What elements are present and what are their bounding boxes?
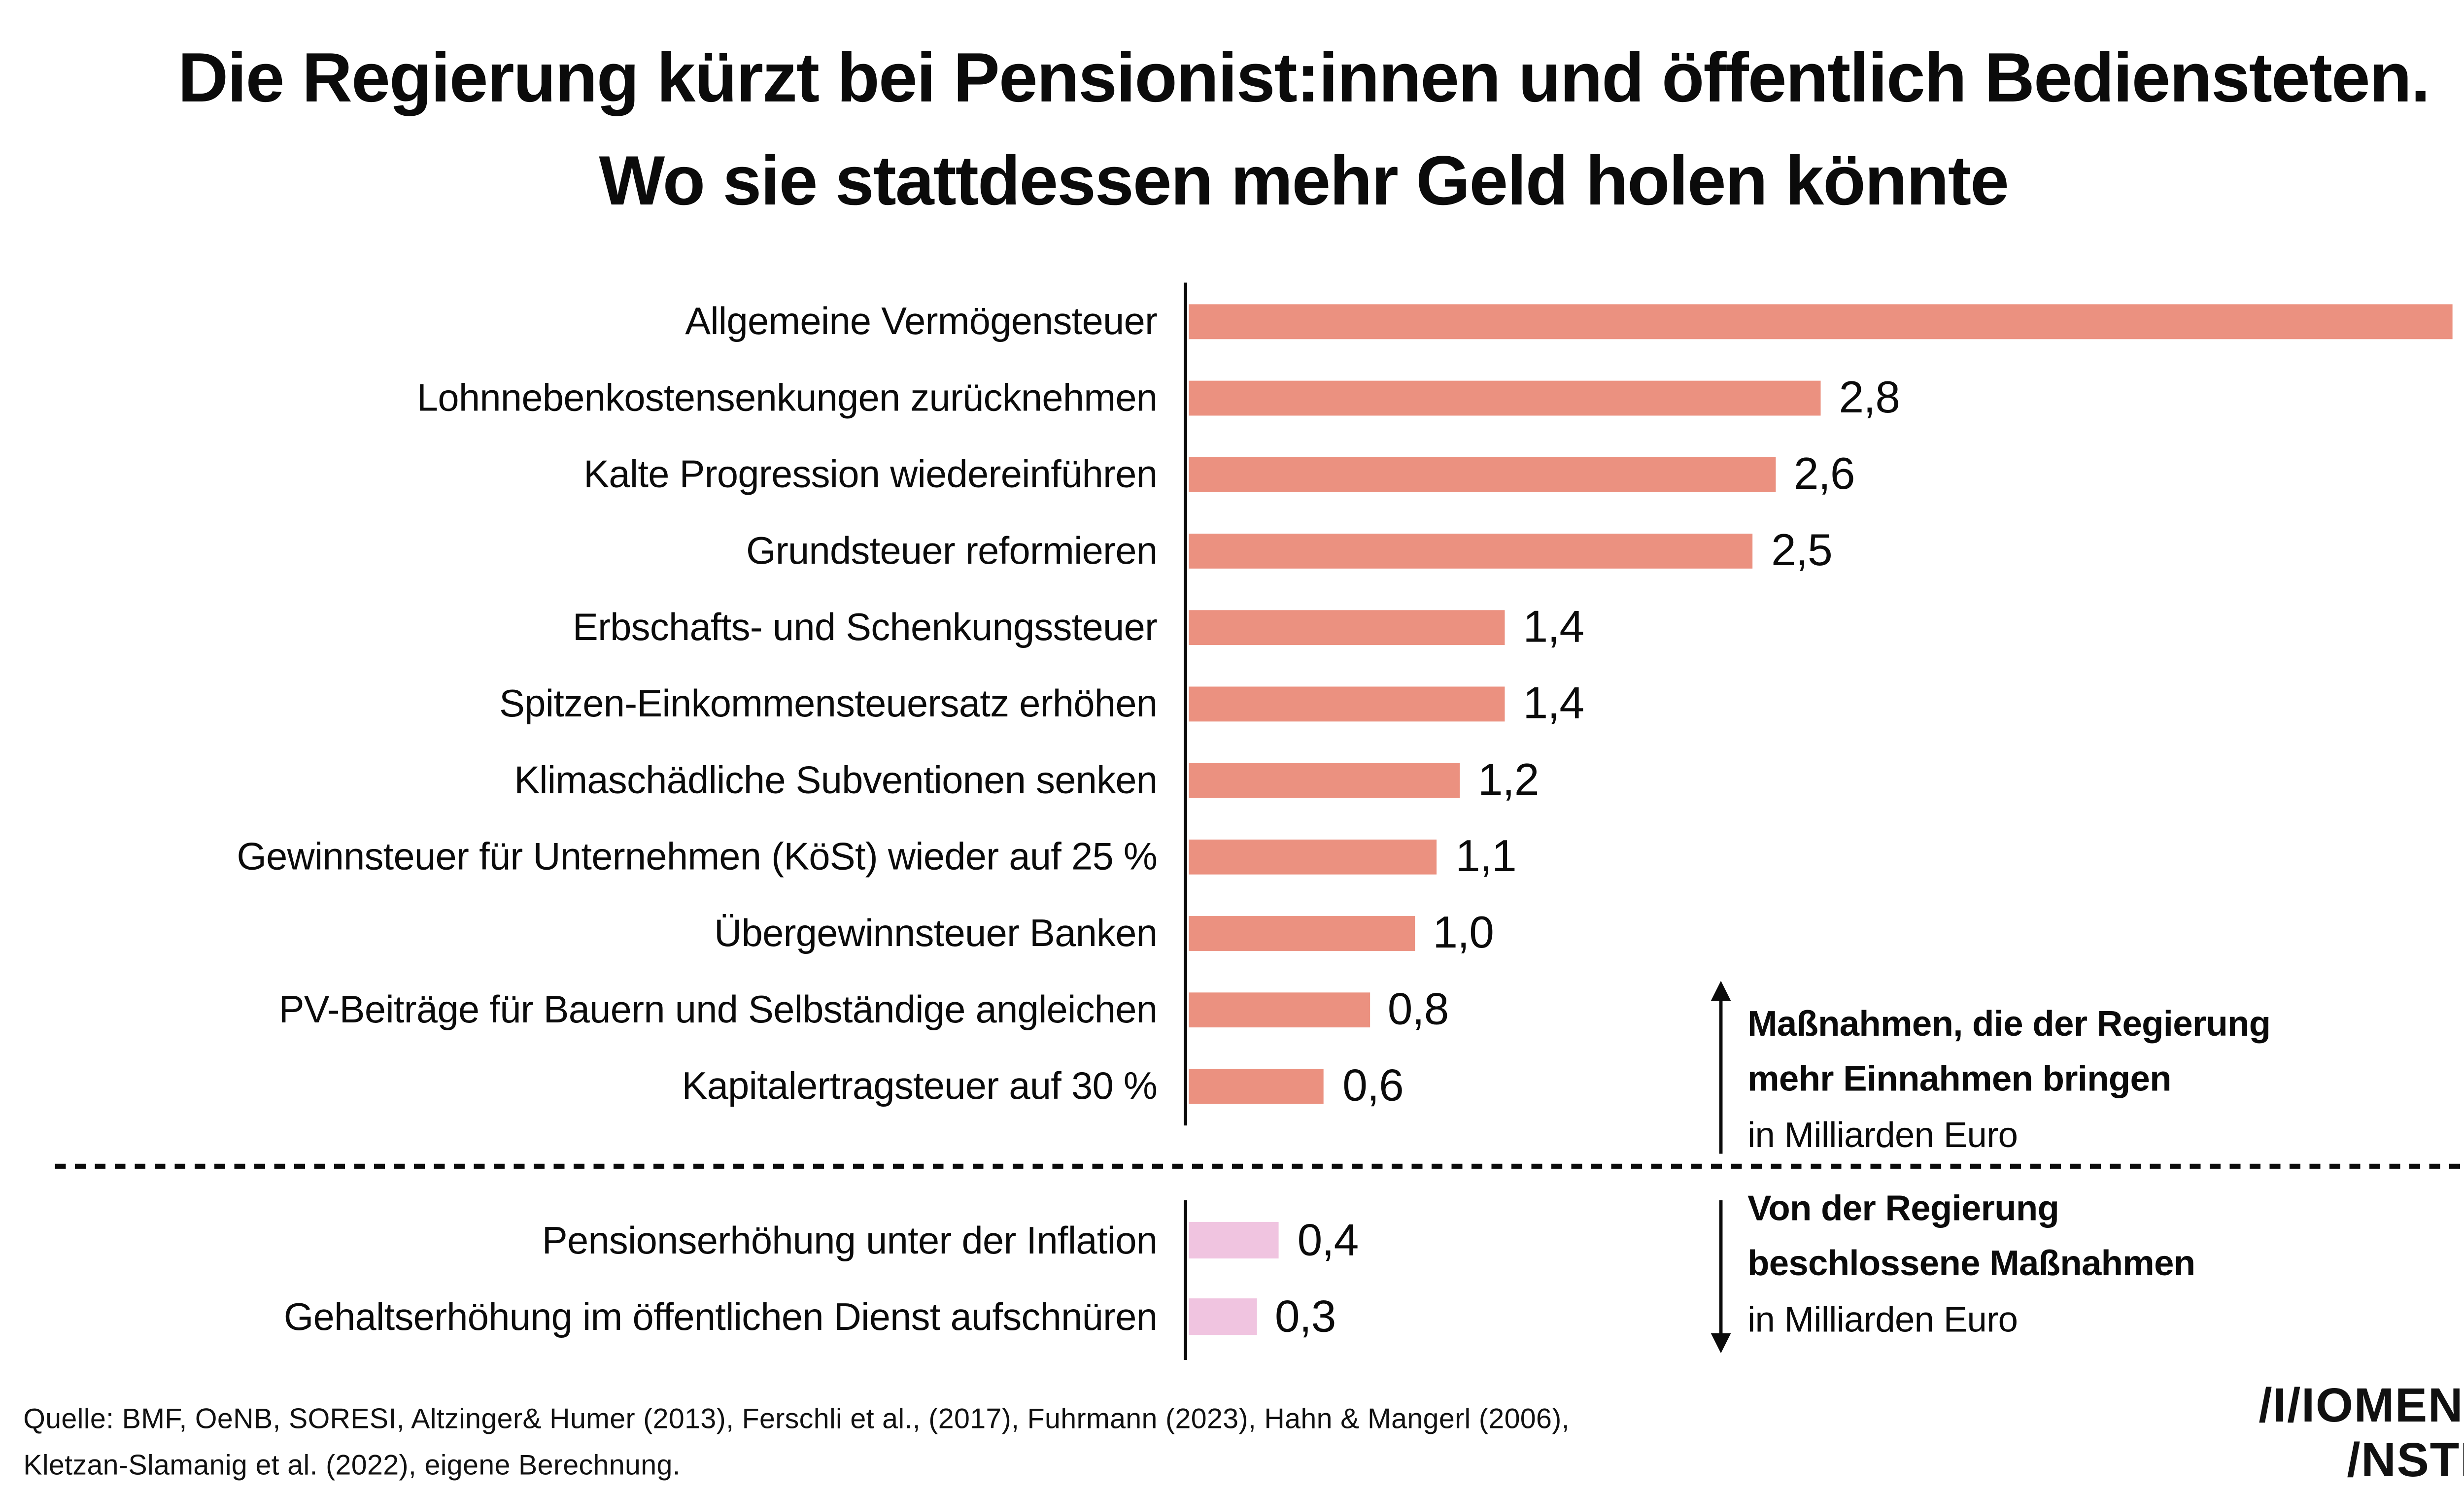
- bar: [1189, 992, 1369, 1028]
- annotation-decided: Von der Regierung beschlossene Maßnahmen…: [1747, 1182, 2195, 1348]
- bar: [1189, 1222, 1279, 1258]
- bar: [1189, 380, 1821, 416]
- bar: [1189, 304, 2453, 340]
- bar-category-label: PV-Beiträge für Bauern und Selbständige …: [278, 987, 1158, 1031]
- bar-row: Kalte Progression wiedereinführen 2,6: [0, 437, 2464, 513]
- bar-row: Allgemeine Vermögensteuer 5,6: [0, 283, 2464, 360]
- annotation-income-unit: in Milliarden Euro: [1747, 1115, 2018, 1155]
- annotation-income-line-2: mehr Einnahmen bringen: [1747, 1059, 2172, 1100]
- source-line-1: Quelle: BMF, OeNB, SORESI, Altzinger& Hu…: [23, 1403, 1570, 1435]
- momentum-institut-logo: /I/IOMENTUM /NSTITUT: [2259, 1380, 2464, 1488]
- bar-value-label: 1,4: [1523, 678, 1584, 728]
- bar: [1189, 762, 1460, 799]
- bar-value-label: 0,6: [1342, 1060, 1404, 1111]
- bar: [1189, 610, 1505, 645]
- lower-axis-line: [1184, 1200, 1188, 1360]
- bar-row: Grundsteuer reformieren 2,5: [0, 513, 2464, 589]
- source-line-2: Kletzan-Slamanig et al. (2022), eigene B…: [23, 1449, 681, 1481]
- bar-value-label: 0,4: [1297, 1214, 1359, 1264]
- bar-category-label: Kalte Progression wiedereinführen: [583, 452, 1158, 496]
- bar: [1189, 915, 1415, 951]
- bar-category-label: Übergewinnsteuer Banken: [714, 911, 1158, 954]
- source-note: Quelle: BMF, OeNB, SORESI, Altzinger& Hu…: [23, 1396, 1570, 1488]
- bar: [1189, 533, 1753, 569]
- bar-category-label: Pensionserhöhung unter der Inflation: [542, 1218, 1158, 1261]
- bar-category-label: Gewinnsteuer für Unternehmen (KöSt) wied…: [237, 834, 1158, 878]
- title-line-1: Die Regierung kürzt bei Pensionist:innen…: [177, 38, 2430, 117]
- annotation-decided-line-1: Von der Regierung: [1747, 1188, 2059, 1229]
- bar-value-label: 1,4: [1523, 602, 1584, 652]
- bar-value-label: 0,3: [1274, 1290, 1336, 1341]
- logo-line-1: /I/IOMENTUM: [2259, 1380, 2464, 1433]
- bar-category-label: Allgemeine Vermögensteuer: [685, 299, 1158, 343]
- bar-row: Lohnnebenkostensenkungen zurücknehmen 2,…: [0, 360, 2464, 436]
- annotation-income: Maßnahmen, die der Regierung mehr Einnah…: [1747, 997, 2271, 1163]
- bar: [1189, 839, 1437, 875]
- arrow-up-icon: [1711, 981, 1731, 1154]
- bar-row: Klimaschädliche Subventionen senken 1,2: [0, 742, 2464, 818]
- bar-value-label: 1,0: [1433, 908, 1494, 958]
- bar-row: Kapitalertragsteuer auf 30 % 0,6: [0, 1048, 2464, 1124]
- bar-row: Gewinnsteuer für Unternehmen (KöSt) wied…: [0, 819, 2464, 895]
- bar-row: Pensionserhöhung unter der Inflation 0,4: [0, 1202, 2464, 1278]
- bar-category-label: Grundsteuer reformieren: [746, 528, 1158, 572]
- bar-category-label: Spitzen-Einkommensteuersatz erhöhen: [499, 681, 1158, 725]
- annotation-decided-line-2: beschlossene Maßnahmen: [1747, 1244, 2195, 1284]
- lower-bar-group: Pensionserhöhung unter der Inflation 0,4…: [0, 1202, 2464, 1355]
- bar-row: Gehaltserhöhung im öffentlichen Dienst a…: [0, 1279, 2464, 1355]
- bar-value-label: 2,8: [1839, 372, 1900, 422]
- bar-value-label: 1,2: [1477, 754, 1540, 805]
- bar-row: Spitzen-Einkommensteuersatz erhöhen 1,4: [0, 666, 2464, 742]
- bar-value-label: 1,1: [1455, 831, 1517, 881]
- upper-axis-line: [1184, 282, 1188, 1126]
- bar-category-label: Lohnnebenkostensenkungen zurücknehmen: [416, 375, 1158, 419]
- bar-row: Erbschafts- und Schenkungssteuer 1,4: [0, 589, 2464, 666]
- bar: [1189, 1068, 1325, 1105]
- bar-category-label: Klimaschädliche Subventionen senken: [514, 758, 1158, 802]
- bar-value-label: 2,6: [1793, 448, 1855, 499]
- bar: [1189, 1298, 1257, 1335]
- bar-row: PV-Beiträge für Bauern und Selbständige …: [0, 972, 2464, 1048]
- bar-category-label: Erbschafts- und Schenkungssteuer: [573, 605, 1158, 648]
- bar-row: Übergewinnsteuer Banken 1,0: [0, 895, 2464, 972]
- bar-category-label: Kapitalertragsteuer auf 30 %: [682, 1064, 1158, 1108]
- annotation-decided-unit: in Milliarden Euro: [1747, 1299, 2018, 1340]
- bar-value-label: 0,8: [1387, 984, 1449, 1034]
- bar: [1189, 457, 1776, 493]
- arrow-down-icon: [1711, 1200, 1731, 1354]
- page-title: Die Regierung kürzt bei Pensionist:innen…: [0, 27, 2464, 233]
- logo-line-2: /NSTITUT: [2347, 1434, 2464, 1488]
- bar-category-label: Gehaltserhöhung im öffentlichen Dienst a…: [283, 1294, 1158, 1338]
- dashed-divider: [55, 1163, 2464, 1169]
- annotation-income-line-1: Maßnahmen, die der Regierung: [1747, 1004, 2271, 1044]
- title-line-2: Wo sie stattdessen mehr Geld holen könnt…: [599, 141, 2009, 220]
- bar-value-label: 2,5: [1771, 525, 1833, 576]
- upper-bar-group: Allgemeine Vermögensteuer 5,6 Lohnnebenk…: [0, 283, 2464, 1124]
- bar: [1189, 686, 1505, 722]
